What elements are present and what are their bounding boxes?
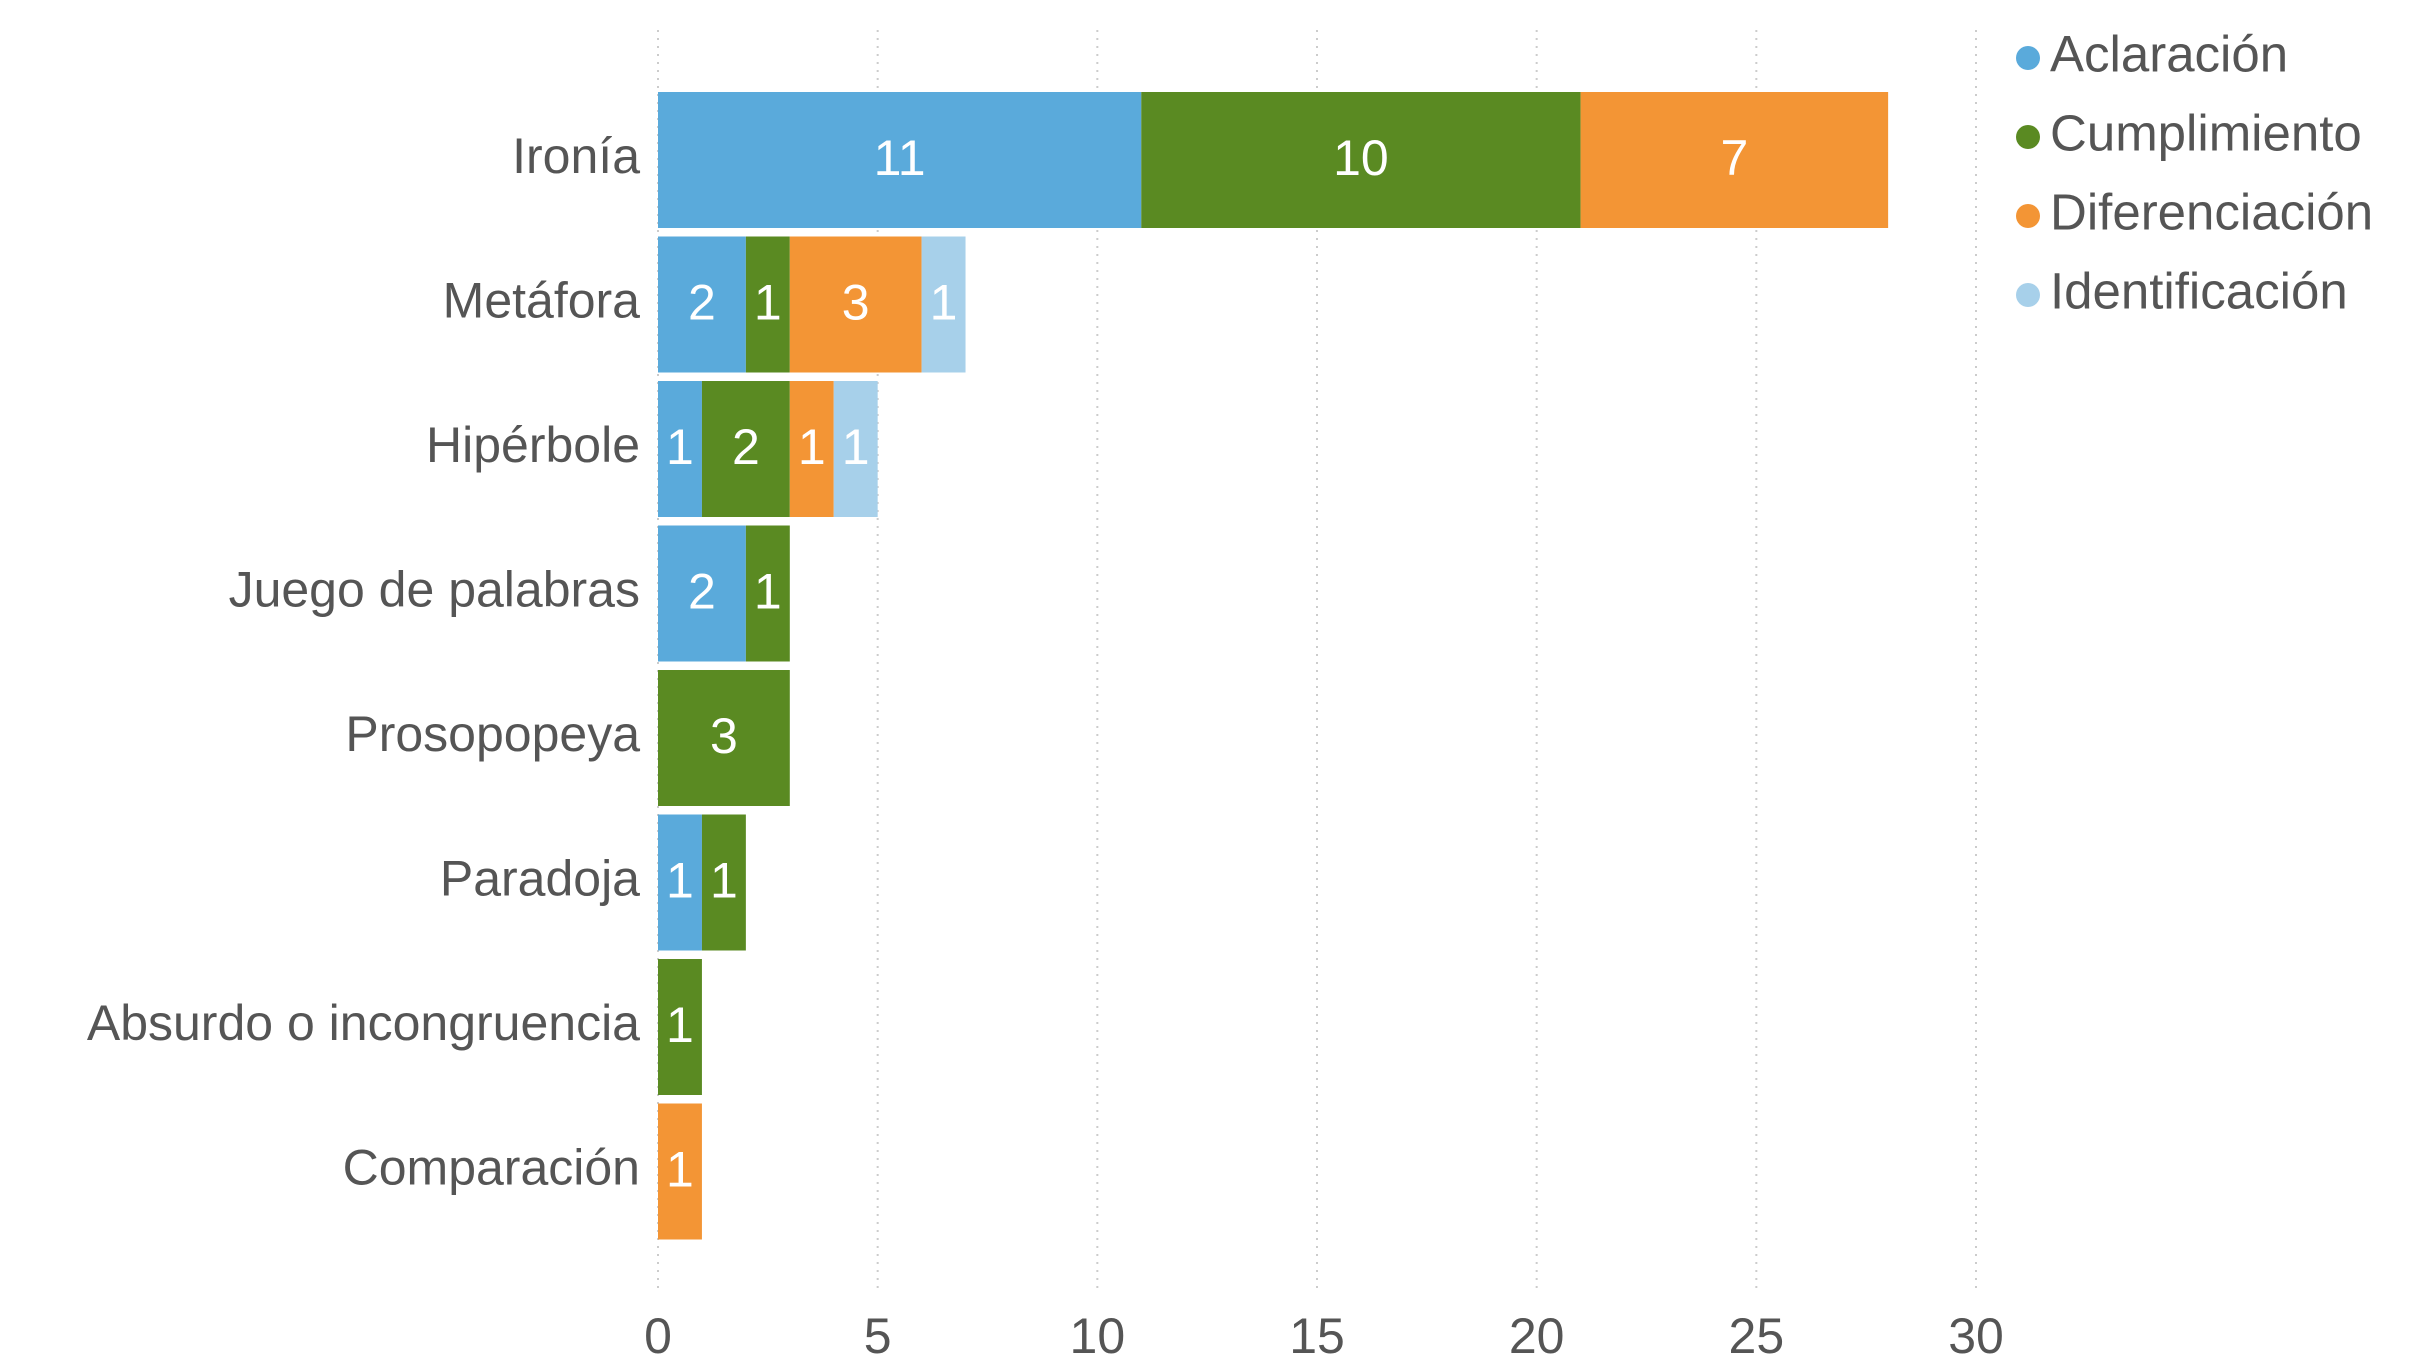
legend-marker [2016, 125, 2040, 149]
data-label: 1 [842, 419, 870, 475]
bar-segment [1141, 92, 1581, 228]
legend-marker [2016, 283, 2040, 307]
x-tick-label: 10 [1070, 1308, 1126, 1363]
x-tick-label: 0 [644, 1308, 672, 1363]
y-tick-label: Prosopopeya [345, 706, 640, 762]
x-tick-label: 15 [1289, 1308, 1345, 1363]
bar-segment [789, 236, 922, 373]
bar-segment [745, 236, 790, 373]
legend-label: Aclaración [2050, 25, 2288, 82]
bar-segment [658, 92, 1142, 228]
bar-segment [658, 670, 790, 806]
data-label: 1 [666, 853, 694, 909]
data-label: 1 [666, 419, 694, 475]
legend-label: Identificación [2050, 262, 2348, 319]
data-label: 1 [666, 997, 694, 1053]
data-label: 3 [842, 275, 870, 331]
bar-segment [658, 381, 702, 517]
data-label: 1 [798, 419, 826, 475]
bar-segment [789, 381, 834, 517]
bar-segment [658, 959, 702, 1095]
x-tick-label: 30 [1948, 1308, 2004, 1363]
data-label: 1 [666, 1142, 694, 1198]
x-tick-label: 5 [864, 1308, 892, 1363]
y-tick-label: Hipérbole [426, 417, 640, 473]
data-label: 1 [710, 853, 738, 909]
bar-segment [1580, 92, 1889, 228]
y-tick-label: Paradoja [440, 851, 640, 907]
y-tick-label: Comparación [343, 1140, 640, 1196]
bar-segment [658, 1103, 702, 1240]
bar-segment [745, 525, 790, 662]
x-tick-label: 25 [1729, 1308, 1785, 1363]
bar-segment [701, 381, 790, 517]
data-label: 10 [1333, 130, 1389, 186]
x-tick-label: 20 [1509, 1308, 1565, 1363]
y-tick-label: Ironía [512, 128, 640, 184]
legend-label: Cumplimiento [2050, 104, 2362, 161]
data-label: 2 [688, 275, 716, 331]
data-label: 2 [732, 419, 760, 475]
bar-segment [833, 381, 878, 517]
data-label: 2 [688, 564, 716, 620]
legend-marker [2016, 204, 2040, 228]
legend-label: Diferenciación [2050, 183, 2373, 240]
data-label: 1 [754, 564, 782, 620]
bar-segment [658, 814, 702, 951]
bar-segment [701, 814, 746, 951]
bar-segment [921, 236, 966, 373]
data-label: 1 [754, 275, 782, 331]
y-tick-label: Juego de palabras [229, 562, 640, 618]
data-label: 7 [1720, 130, 1748, 186]
data-label: 11 [874, 130, 926, 186]
bar-segment [658, 236, 746, 373]
bar-segment [658, 525, 746, 662]
data-label: 3 [710, 708, 738, 764]
y-tick-label: Absurdo o incongruencia [87, 995, 640, 1051]
legend-marker [2016, 46, 2040, 70]
data-label: 1 [930, 275, 958, 331]
y-tick-label: Metáfora [443, 273, 641, 329]
